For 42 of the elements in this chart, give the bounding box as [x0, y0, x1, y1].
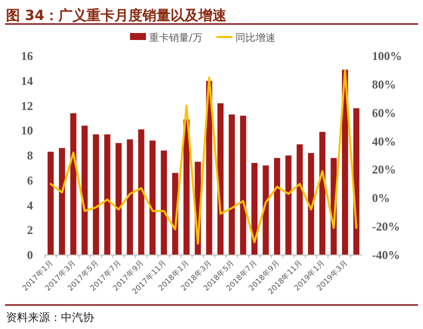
line-series	[50, 69, 358, 245]
bar	[126, 139, 133, 255]
bar	[149, 140, 156, 255]
bar	[70, 113, 76, 255]
y2-tick-label: -40%	[372, 248, 400, 262]
y2-tick-label: 60%	[372, 106, 396, 120]
bar	[82, 126, 88, 255]
bar	[92, 134, 100, 255]
bar	[240, 116, 246, 255]
y-tick-label: 10	[21, 124, 33, 138]
bar	[262, 165, 269, 255]
bar	[58, 148, 66, 255]
bar	[104, 134, 110, 255]
bar	[319, 132, 326, 255]
text: 资料来源：中汽协	[6, 311, 94, 324]
legend-label: 重卡销量/万	[149, 32, 202, 44]
bar	[228, 114, 235, 255]
bar	[308, 153, 314, 255]
y-tick-label: 2	[27, 223, 33, 238]
y2-tick-label: 80%	[372, 77, 396, 92]
y2-tick-label: 0%	[372, 191, 390, 206]
bar	[138, 129, 144, 255]
bar	[160, 150, 167, 255]
chart-title: 图 34：广义重卡月度销量以及增速	[6, 7, 228, 24]
y2-tick-label: 20%	[372, 162, 396, 177]
bar	[48, 152, 54, 255]
y2-tick-label: 100%	[372, 49, 402, 63]
y-tick-label: 0	[27, 248, 33, 262]
bar	[116, 143, 122, 255]
y-tick-label: 16	[21, 49, 33, 63]
y-tick-label: 6	[27, 173, 33, 188]
bar	[251, 162, 258, 255]
bar	[296, 144, 303, 255]
legend-label: 同比增速	[235, 32, 276, 44]
bar	[285, 156, 292, 255]
bar	[274, 158, 280, 255]
y-tick-label: 8	[27, 148, 33, 162]
y-tick-label: 4	[27, 198, 33, 212]
y2-tick-label: 40%	[372, 134, 396, 148]
y2-tick-label: -20%	[372, 220, 400, 234]
y-tick-label: 14	[21, 74, 33, 88]
y-tick-label: 12	[21, 98, 33, 113]
